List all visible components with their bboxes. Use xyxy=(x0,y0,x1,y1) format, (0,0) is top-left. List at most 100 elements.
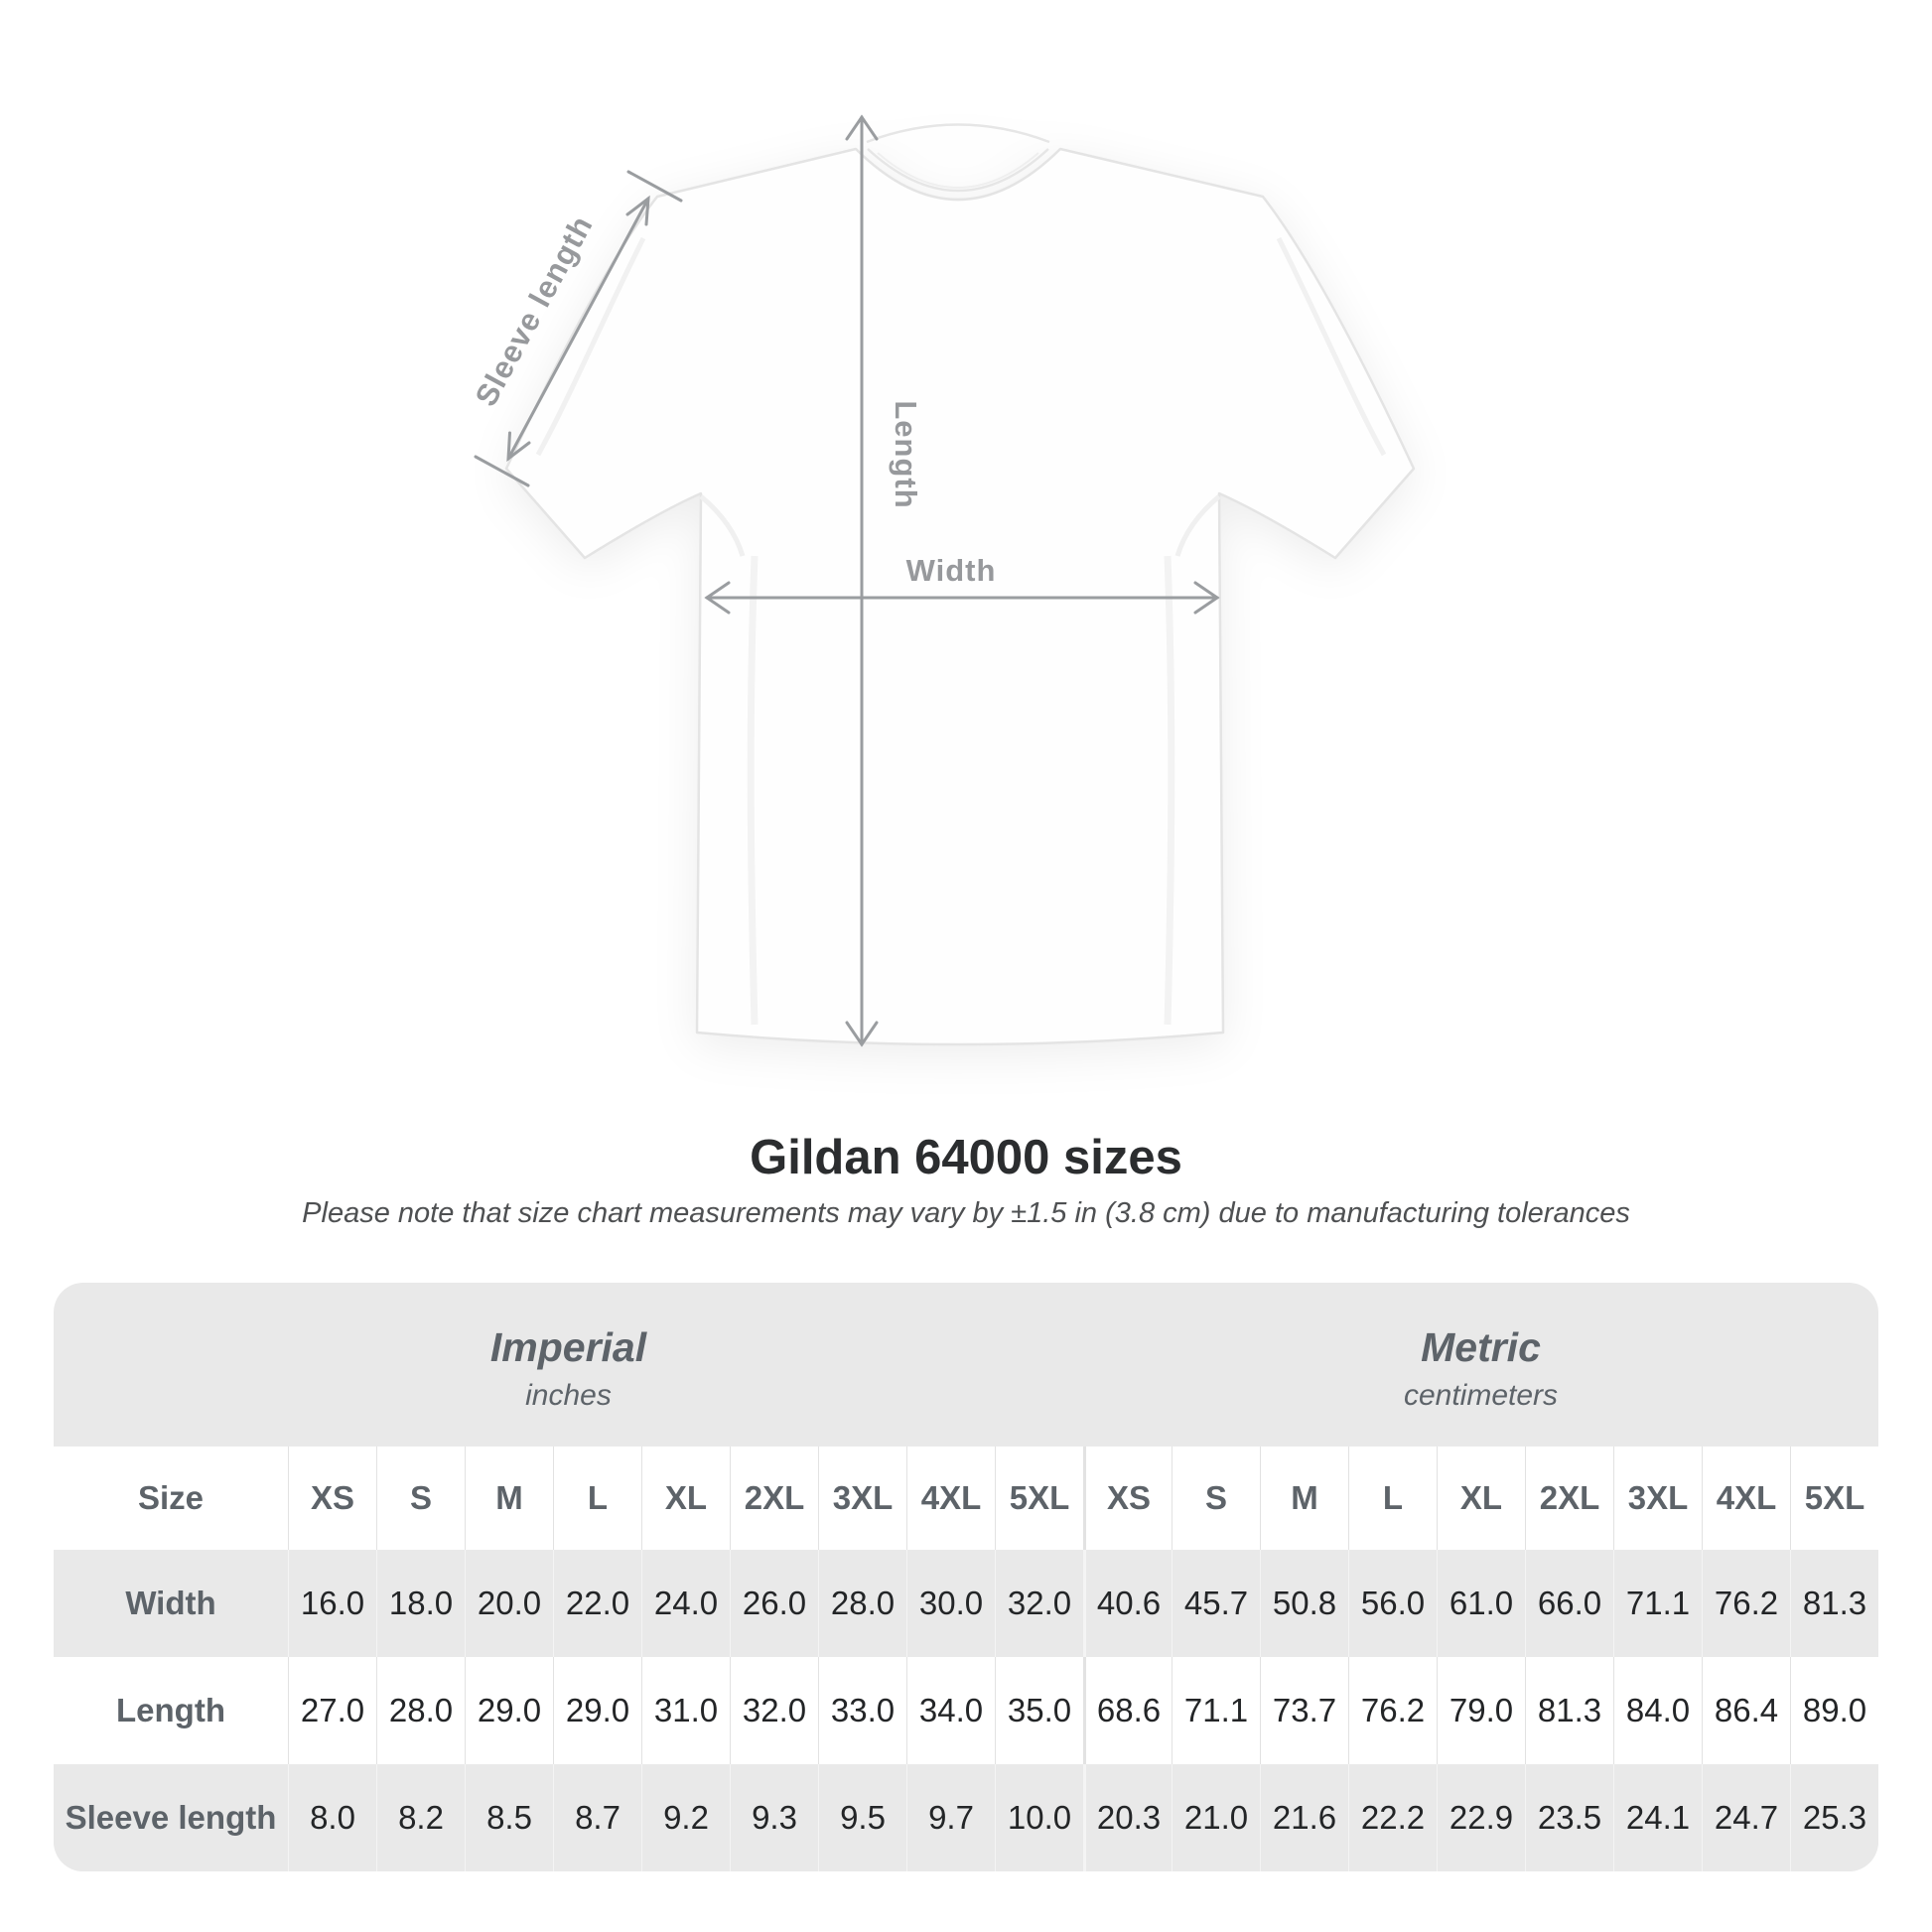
cell-imperial: 29.0 xyxy=(553,1657,641,1764)
page-title: Gildan 64000 sizes xyxy=(750,1131,1182,1184)
cell-metric: 45.7 xyxy=(1172,1550,1260,1657)
size-header-row: Size XS S M L XL 2XL 3XL 4XL 5XL XS S M L XL 2XL 3XL 4XL 5… xyxy=(54,1447,1878,1550)
width-label: Width xyxy=(906,553,997,588)
size-col-imperial-3xl: 3XL xyxy=(818,1447,906,1550)
collar-band-line xyxy=(867,148,1049,193)
row-label: Sleeve length xyxy=(65,1799,277,1836)
cell-metric: 24.7 xyxy=(1702,1764,1790,1871)
metric-header: Metric centimeters xyxy=(1083,1283,1878,1447)
cell-imperial: 8.2 xyxy=(376,1764,465,1871)
cell-imperial: 8.5 xyxy=(465,1764,553,1871)
size-header-label: Size xyxy=(137,1479,205,1516)
imperial-unit: inches xyxy=(525,1378,612,1412)
size-col-metric-l: L xyxy=(1348,1447,1437,1550)
cell-metric: 24.1 xyxy=(1613,1764,1702,1871)
size-col-metric-4xl: 4XL xyxy=(1702,1447,1790,1550)
cell-metric: 23.5 xyxy=(1525,1764,1613,1871)
cell-imperial: 35.0 xyxy=(995,1657,1083,1764)
cell-imperial: 28.0 xyxy=(818,1550,906,1657)
row-label: Length xyxy=(116,1692,225,1728)
table-row-sleeve-length: Sleeve length 8.0 8.2 8.5 8.7 9.2 9.3 9.5 9.7 10.… xyxy=(54,1764,1878,1871)
cell-metric: 81.3 xyxy=(1525,1657,1613,1764)
cell-metric: 71.1 xyxy=(1613,1550,1702,1657)
cell-imperial: 30.0 xyxy=(906,1550,995,1657)
cell-metric: 68.6 xyxy=(1083,1657,1172,1764)
heading-block: Gildan 64000 sizes Please note that size… xyxy=(0,1130,1932,1230)
cell-imperial: 9.7 xyxy=(906,1764,995,1871)
length-label: Length xyxy=(889,400,923,508)
cell-metric: 50.8 xyxy=(1260,1550,1348,1657)
cell-metric: 21.0 xyxy=(1172,1764,1260,1871)
cell-metric: 76.2 xyxy=(1702,1550,1790,1657)
cell-metric: 66.0 xyxy=(1525,1550,1613,1657)
tolerance-note: Please note that size chart measurements… xyxy=(302,1197,1630,1229)
cell-metric: 86.4 xyxy=(1702,1657,1790,1764)
cell-imperial: 9.3 xyxy=(730,1764,818,1871)
size-col-metric-5xl: 5XL xyxy=(1790,1447,1878,1550)
cell-imperial: 29.0 xyxy=(465,1657,553,1764)
collar-back-line xyxy=(866,123,1050,144)
size-col-imperial-s: S xyxy=(376,1447,465,1550)
cell-metric: 40.6 xyxy=(1083,1550,1172,1657)
cell-metric: 25.3 xyxy=(1790,1764,1878,1871)
size-col-metric-xl: XL xyxy=(1437,1447,1525,1550)
imperial-title: Imperial xyxy=(489,1323,647,1370)
size-col-imperial-2xl: 2XL xyxy=(730,1447,818,1550)
size-col-imperial-xl: XL xyxy=(641,1447,730,1550)
cell-imperial: 9.5 xyxy=(818,1764,906,1871)
length-arrow: Length xyxy=(845,114,923,1047)
cell-metric: 81.3 xyxy=(1790,1550,1878,1657)
size-col-imperial-4xl: 4XL xyxy=(906,1447,995,1550)
size-col-metric-m: M xyxy=(1260,1447,1348,1550)
cell-metric: 71.1 xyxy=(1172,1657,1260,1764)
size-col-imperial-xs: XS xyxy=(288,1447,376,1550)
cell-imperial: 33.0 xyxy=(818,1657,906,1764)
cell-metric: 73.7 xyxy=(1260,1657,1348,1764)
cell-imperial: 27.0 xyxy=(288,1657,376,1764)
cell-metric: 89.0 xyxy=(1790,1657,1878,1764)
size-grid: Size XS S M L XL 2XL 3XL 4XL 5XL XS S M L XL 2XL 3XL 4XL 5… xyxy=(54,1447,1878,1871)
cell-metric: 76.2 xyxy=(1348,1657,1437,1764)
cell-imperial: 22.0 xyxy=(553,1550,641,1657)
cell-metric: 61.0 xyxy=(1437,1550,1525,1657)
cell-imperial: 9.2 xyxy=(641,1764,730,1871)
table-row-length: Length 27.0 28.0 29.0 29.0 31.0 32.0 33.0 34.0 35… xyxy=(54,1657,1878,1764)
size-col-metric-s: S xyxy=(1172,1447,1260,1550)
cell-imperial: 24.0 xyxy=(641,1550,730,1657)
size-col-imperial-m: M xyxy=(465,1447,553,1550)
cell-metric: 22.2 xyxy=(1348,1764,1437,1871)
cell-imperial: 28.0 xyxy=(376,1657,465,1764)
cell-metric: 20.3 xyxy=(1083,1764,1172,1871)
cell-imperial: 8.0 xyxy=(288,1764,376,1871)
metric-unit: centimeters xyxy=(1403,1378,1559,1412)
size-col-imperial-l: L xyxy=(553,1447,641,1550)
size-col-metric-2xl: 2XL xyxy=(1525,1447,1613,1550)
size-col-metric-xs: XS xyxy=(1083,1447,1172,1550)
cell-imperial: 31.0 xyxy=(641,1657,730,1764)
metric-title: Metric xyxy=(1421,1323,1541,1370)
tshirt-measurement-figure: Sleeve length Length Width xyxy=(469,114,1416,1047)
cell-imperial: 10.0 xyxy=(995,1764,1083,1871)
size-col-imperial-5xl: 5XL xyxy=(995,1447,1083,1550)
row-label: Width xyxy=(125,1585,216,1621)
cell-metric: 56.0 xyxy=(1348,1550,1437,1657)
collar-seam-line xyxy=(877,152,1039,189)
cell-imperial: 18.0 xyxy=(376,1550,465,1657)
table-row-width: Width 16.0 18.0 20.0 22.0 24.0 26.0 28.0 30.0 32.… xyxy=(54,1550,1878,1657)
cell-imperial: 16.0 xyxy=(288,1550,376,1657)
width-arrow: Width xyxy=(704,553,1220,615)
cell-imperial: 32.0 xyxy=(995,1550,1083,1657)
unit-header-row: Imperial inches Metric centimeters xyxy=(54,1283,1878,1447)
cell-metric: 79.0 xyxy=(1437,1657,1525,1764)
cell-imperial: 32.0 xyxy=(730,1657,818,1764)
cell-metric: 21.6 xyxy=(1260,1764,1348,1871)
cell-imperial: 34.0 xyxy=(906,1657,995,1764)
size-col-metric-3xl: 3XL xyxy=(1613,1447,1702,1550)
cell-metric: 84.0 xyxy=(1613,1657,1702,1764)
cell-imperial: 20.0 xyxy=(465,1550,553,1657)
cell-metric: 22.9 xyxy=(1437,1764,1525,1871)
cell-imperial: 26.0 xyxy=(730,1550,818,1657)
imperial-header: Imperial inches xyxy=(54,1283,1083,1447)
cell-imperial: 8.7 xyxy=(553,1764,641,1871)
size-chart-table: Imperial inches Metric centimeters Size X… xyxy=(54,1283,1878,1871)
